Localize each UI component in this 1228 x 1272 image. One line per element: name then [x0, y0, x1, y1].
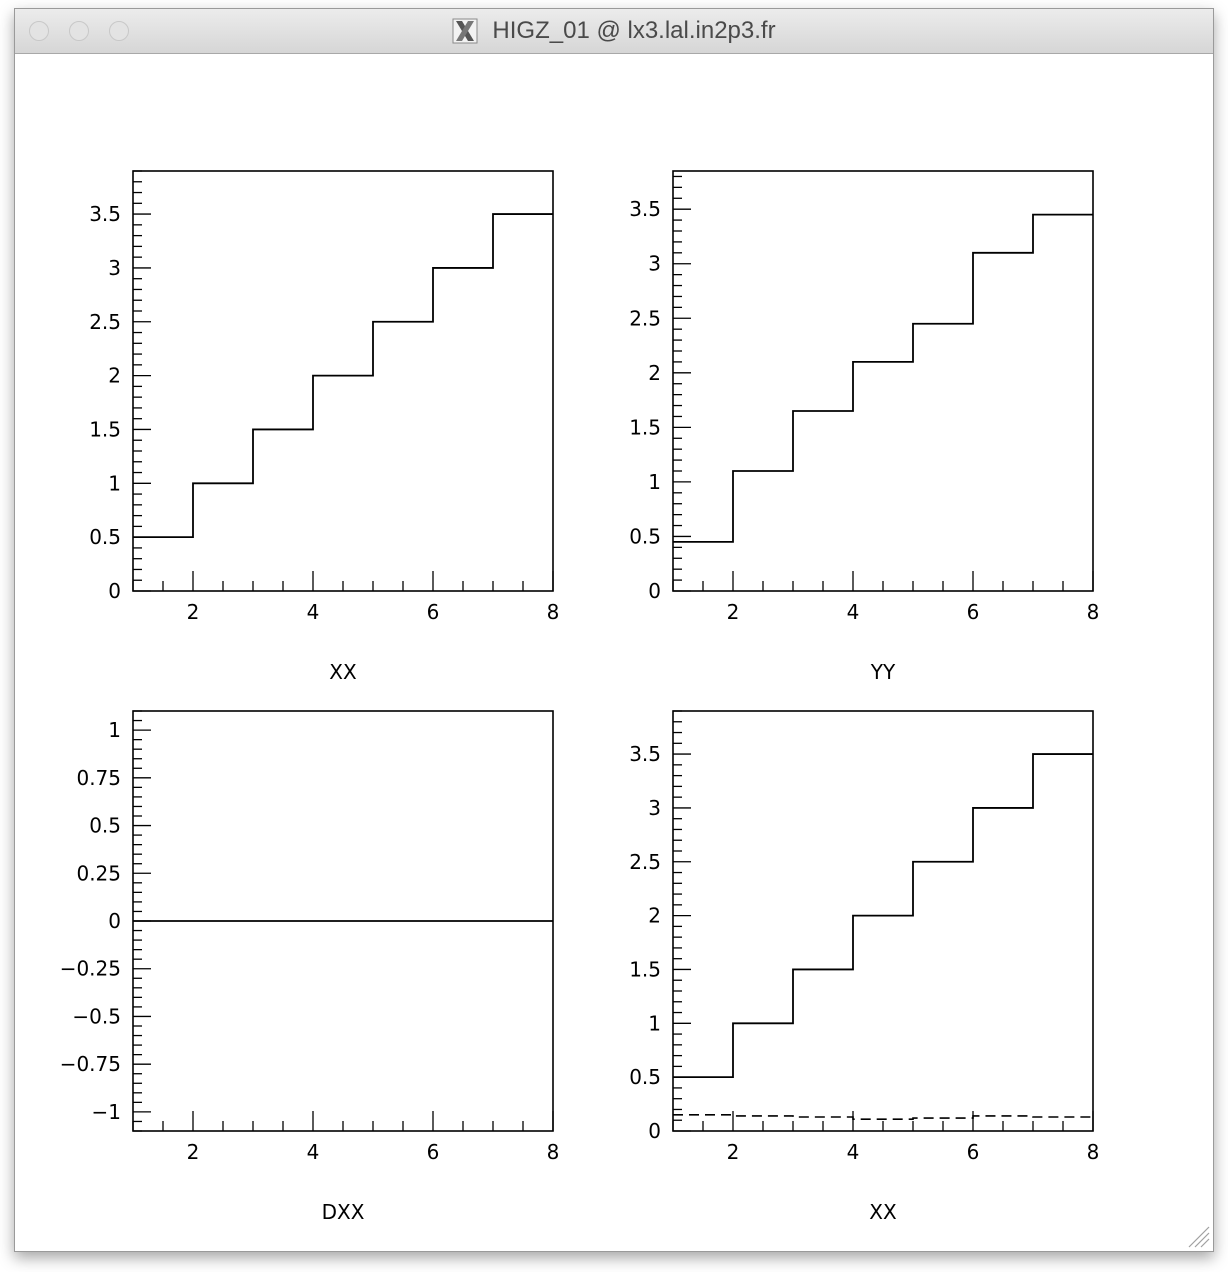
x-tick-label: 2 — [727, 600, 740, 624]
higz-window: HIGZ_01 @ lx3.lal.in2p3.fr 2 4 6 8 0 0.5 1 1.5 2… — [14, 8, 1214, 1252]
y-tick-label: 2 — [648, 904, 661, 928]
resize-grip-icon[interactable] — [1185, 1223, 1211, 1249]
x-tick-label: 6 — [967, 1140, 980, 1164]
y-tick-label: 0.5 — [629, 1065, 661, 1089]
y-tick-label: 3 — [648, 796, 661, 820]
y-tick-label: 0.5 — [89, 525, 121, 549]
x11-icon — [452, 18, 478, 44]
x-tick-label: 4 — [847, 1140, 860, 1164]
y-tick-label: 1 — [108, 718, 121, 742]
plot-frame — [132, 170, 554, 592]
y-tick-label: 0 — [108, 909, 121, 933]
x-tick-label: 4 — [307, 1140, 320, 1164]
y-tick-label: 3.5 — [89, 202, 121, 226]
y-tick-label: 1 — [648, 1011, 661, 1035]
x-tick-label: 8 — [1087, 1140, 1100, 1164]
plot-panel-3: 2 4 6 8 −1 −0.75 −0.5 −0.25 0 0.25 0.5 0.75 1 DXX — [60, 710, 560, 1224]
plot-canvas: 2 4 6 8 0 0.5 1 1.5 2 2.5 3 3.5 XX 2 4 6 8 0 0.5 1 1.5 2 2.5 3 3… — [60, 170, 1100, 1224]
x-axis-title: XX — [869, 1200, 897, 1224]
plot-panel-2: 2 4 6 8 0 0.5 1 1.5 2 2.5 3 3.5 YY — [629, 170, 1100, 684]
y-tick-label: −0.75 — [60, 1052, 121, 1076]
x-tick-label: 8 — [547, 1140, 560, 1164]
x-tick-label: 8 — [547, 600, 560, 624]
y-tick-label: 2.5 — [629, 306, 661, 330]
x-axis-title: XX — [329, 660, 357, 684]
y-tick-label: 2.5 — [629, 850, 661, 874]
canvas-area: 2 4 6 8 0 0.5 1 1.5 2 2.5 3 3.5 XX 2 4 6 8 0 0.5 1 1.5 2 2.5 3 3… — [15, 54, 1213, 1251]
minimize-button[interactable] — [69, 21, 89, 41]
y-tick-label: 3 — [648, 252, 661, 276]
plot-frame — [672, 710, 1094, 1132]
y-tick-label: 1.5 — [629, 415, 661, 439]
x-tick-label: 2 — [727, 1140, 740, 1164]
title-bar[interactable]: HIGZ_01 @ lx3.lal.in2p3.fr — [15, 9, 1213, 54]
y-tick-label: 0.5 — [89, 814, 121, 838]
plot-panel-4: 2 4 6 8 0 0.5 1 1.5 2 2.5 3 3.5 XX — [629, 710, 1100, 1224]
y-tick-label: 2 — [108, 364, 121, 388]
plot-panel-1: 2 4 6 8 0 0.5 1 1.5 2 2.5 3 3.5 XX — [89, 170, 560, 684]
y-tick-label: 0 — [648, 1119, 661, 1143]
y-tick-label: 3 — [108, 256, 121, 280]
zoom-button[interactable] — [109, 21, 129, 41]
y-tick-label: −1 — [92, 1100, 121, 1124]
y-tick-label: 0.5 — [629, 524, 661, 548]
y-tick-label: 3.5 — [629, 197, 661, 221]
x-tick-label: 4 — [847, 600, 860, 624]
histogram-series — [673, 753, 1093, 1079]
x-axis-title: YY — [870, 660, 896, 684]
x-tick-label: 2 — [187, 1140, 200, 1164]
x-axis-title: DXX — [322, 1200, 365, 1224]
x-tick-label: 8 — [1087, 600, 1100, 624]
y-tick-label: 0 — [108, 579, 121, 603]
y-tick-label: 1 — [108, 471, 121, 495]
y-tick-label: 3.5 — [629, 742, 661, 766]
x-tick-label: 4 — [307, 600, 320, 624]
histogram-series — [673, 213, 1093, 543]
y-tick-label: 0.25 — [76, 861, 121, 885]
y-tick-label: 1.5 — [89, 417, 121, 441]
x-tick-label: 6 — [427, 1140, 440, 1164]
close-button[interactable] — [29, 21, 49, 41]
y-tick-label: 1.5 — [629, 957, 661, 981]
y-tick-label: −0.25 — [60, 957, 121, 981]
window-title: HIGZ_01 @ lx3.lal.in2p3.fr — [492, 17, 776, 44]
y-tick-label: 2.5 — [89, 310, 121, 334]
plot-frame — [672, 170, 1094, 592]
x-tick-label: 6 — [427, 600, 440, 624]
y-tick-label: −0.5 — [72, 1004, 121, 1028]
x-tick-label: 2 — [187, 600, 200, 624]
x-tick-label: 6 — [967, 600, 980, 624]
histogram-overlay-series — [673, 1114, 1093, 1120]
histogram-series — [133, 213, 553, 539]
y-tick-label: 2 — [648, 361, 661, 385]
y-tick-label: 1 — [648, 470, 661, 494]
y-tick-label: 0 — [648, 579, 661, 603]
y-tick-label: 0.75 — [76, 766, 121, 790]
